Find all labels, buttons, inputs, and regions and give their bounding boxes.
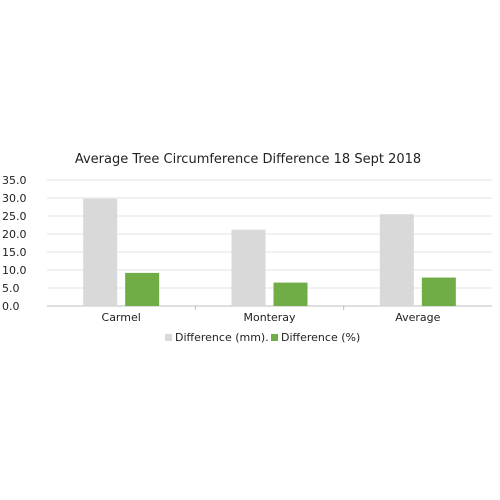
y-tick-label: 25.0 bbox=[2, 210, 27, 223]
bar-carmel-series-2 bbox=[125, 272, 160, 306]
y-tick-label: 15.0 bbox=[2, 246, 27, 259]
legend-swatch bbox=[165, 334, 172, 341]
legend-label: Difference (mm). bbox=[175, 331, 269, 344]
bars bbox=[83, 198, 456, 306]
x-axis: Carmel Monteray Average bbox=[102, 306, 441, 324]
bar-average-series-2 bbox=[421, 277, 456, 306]
bar-monteray-series-1 bbox=[231, 229, 266, 306]
bar-carmel-series-1 bbox=[83, 198, 118, 306]
chart-title: Average Tree Circumference Difference 18… bbox=[75, 152, 421, 167]
y-tick-label: 20.0 bbox=[2, 228, 27, 241]
x-tick-label: Carmel bbox=[102, 311, 141, 324]
legend-label: Difference (%) bbox=[281, 331, 360, 344]
y-tick-label: 5.0 bbox=[2, 282, 20, 295]
y-axis: 0.0 5.0 10.0 15.0 20.0 25.0 30.0 35.0 bbox=[2, 174, 27, 313]
bar-monteray-series-2 bbox=[273, 282, 308, 306]
x-tick-label: Monteray bbox=[243, 311, 296, 324]
x-tick-label: Average bbox=[395, 311, 440, 324]
legend-swatch bbox=[271, 334, 278, 341]
legend: Difference (mm). Difference (%) bbox=[165, 331, 360, 344]
y-tick-label: 35.0 bbox=[2, 174, 27, 187]
bar-average-series-1 bbox=[379, 214, 414, 306]
gridlines bbox=[47, 179, 492, 307]
y-tick-label: 0.0 bbox=[2, 300, 20, 313]
y-tick-label: 30.0 bbox=[2, 192, 27, 205]
y-tick-label: 10.0 bbox=[2, 264, 27, 277]
